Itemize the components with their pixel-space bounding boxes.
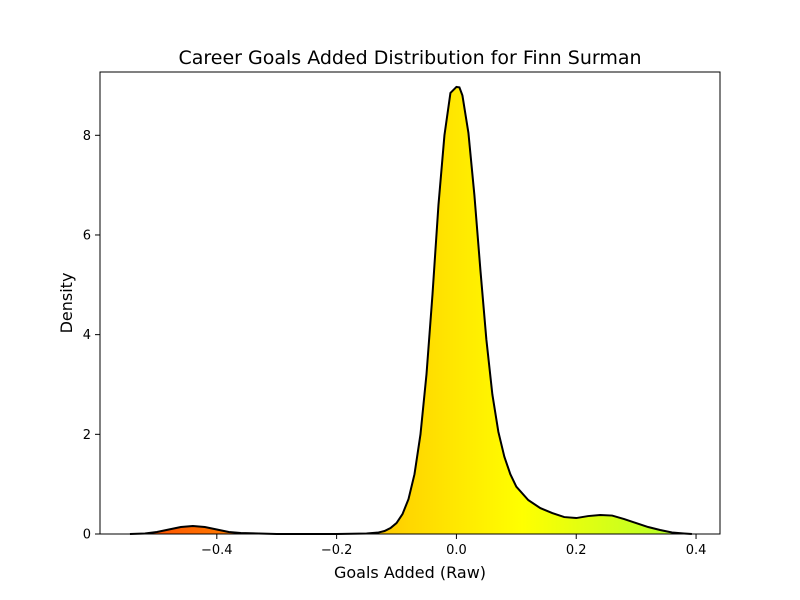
x-tick-label: −0.4 [201,543,233,558]
y-axis: 0 2 4 6 8 [83,129,100,543]
x-axis: −0.4 −0.2 0.0 0.2 0.4 [201,534,706,558]
y-tick-label: 2 [83,428,91,443]
y-axis-label: Density [57,273,76,334]
plot-frame [99,71,721,535]
x-tick-label: −0.2 [321,543,353,558]
density-curve-line [129,85,692,535]
y-tick-label: 4 [83,328,91,343]
y-tick-label: 6 [83,228,91,243]
chart-title: Career Goals Added Distribution for Finn… [178,47,641,69]
x-tick-label: 0.2 [566,543,587,558]
x-tick-label: 0.4 [686,543,707,558]
x-tick-label: 0.0 [446,543,467,558]
y-tick-label: 8 [83,129,91,144]
x-axis-label: Goals Added (Raw) [334,563,486,582]
density-area-fill [129,86,692,534]
y-tick-label: 0 [83,528,91,543]
